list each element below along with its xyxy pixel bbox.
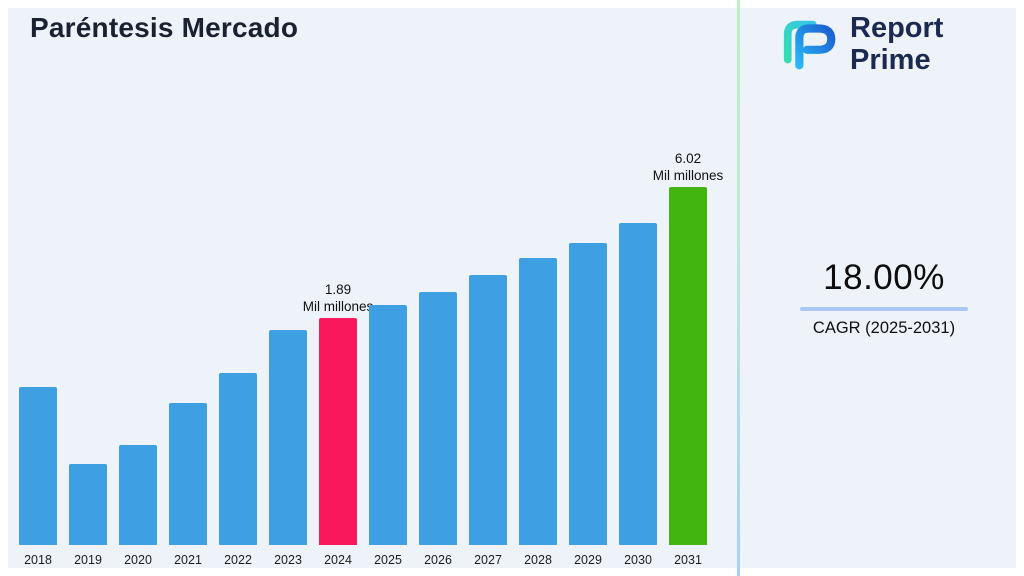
bar [669,187,707,545]
bar-column: 6.02 Mil millones 2031 [653,151,724,567]
brand-logo: Report Prime [778,12,943,76]
annotation-value: 1.89 [324,282,352,297]
bar-year-label: 2025 [374,553,402,567]
bar-year-label: 2022 [224,553,252,567]
logo-word-report: Report [850,12,944,44]
bar-annotation: 1.89 Mil millones [303,281,374,315]
bar [469,275,507,545]
bar [169,403,207,545]
annotation-unit: Mil millones [652,168,724,183]
annotation-unit: Mil millones [302,299,374,314]
bar [619,223,657,545]
bar-annotation: 6.02 Mil millones [653,150,724,184]
logo-word-prime: Prime [850,44,931,76]
annotation-value: 6.02 [674,151,702,166]
bar-year-label: 2021 [174,553,202,567]
page-title: Paréntesis Mercado [30,12,299,43]
bar [419,292,457,545]
bar-year-label: 2027 [474,553,502,567]
bar-year-label: 2031 [674,553,702,567]
bar [519,258,557,545]
cagr-underline [800,307,968,311]
bar-year-label: 2018 [24,553,52,567]
bar-year-label: 2019 [74,553,102,567]
bar-column: 2021 [169,403,207,567]
bar-column: 2028 [519,258,557,567]
bar [269,330,307,545]
bar [369,305,407,545]
bar-column: 2022 [219,373,257,567]
bar-column: 2027 [469,275,507,567]
bar-year-label: 2023 [274,553,302,567]
logo-wordmark: Report Prime [850,12,943,76]
bar-column: 2018 [19,387,57,567]
bar-column: 2020 [119,445,157,567]
report-prime-logo-icon [783,20,836,70]
bar-year-label: 2030 [624,553,652,567]
cagr-block: 18.00% CAGR (2025-2031) [800,258,968,338]
bar-column: 1.89 Mil millones 2024 [303,282,374,567]
cagr-label: CAGR (2025-2031) [812,319,956,337]
bar-year-label: 2024 [324,553,352,567]
bar-year-label: 2028 [524,553,552,567]
bar-year-label: 2029 [574,553,602,567]
bar [569,243,607,545]
bar [69,464,107,545]
bar [319,318,357,545]
bar-column: 2029 [569,243,607,567]
bar-column: 2025 [369,305,407,567]
bar [219,373,257,545]
vertical-divider [737,0,740,576]
bar-column: 2030 [619,223,657,567]
bar [19,387,57,545]
bar-column: 2019 [69,464,107,567]
market-bar-chart: 2018 2019 2020 2021 2022 [19,151,724,567]
bar-year-label: 2020 [124,553,152,567]
bar [119,445,157,545]
chart-bars: 2018 2019 2020 2021 2022 [19,151,724,567]
bar-column: 2023 [269,330,307,567]
bar-year-label: 2026 [424,553,452,567]
bar-column: 2026 [419,292,457,567]
cagr-value: 18.00% [823,258,945,297]
